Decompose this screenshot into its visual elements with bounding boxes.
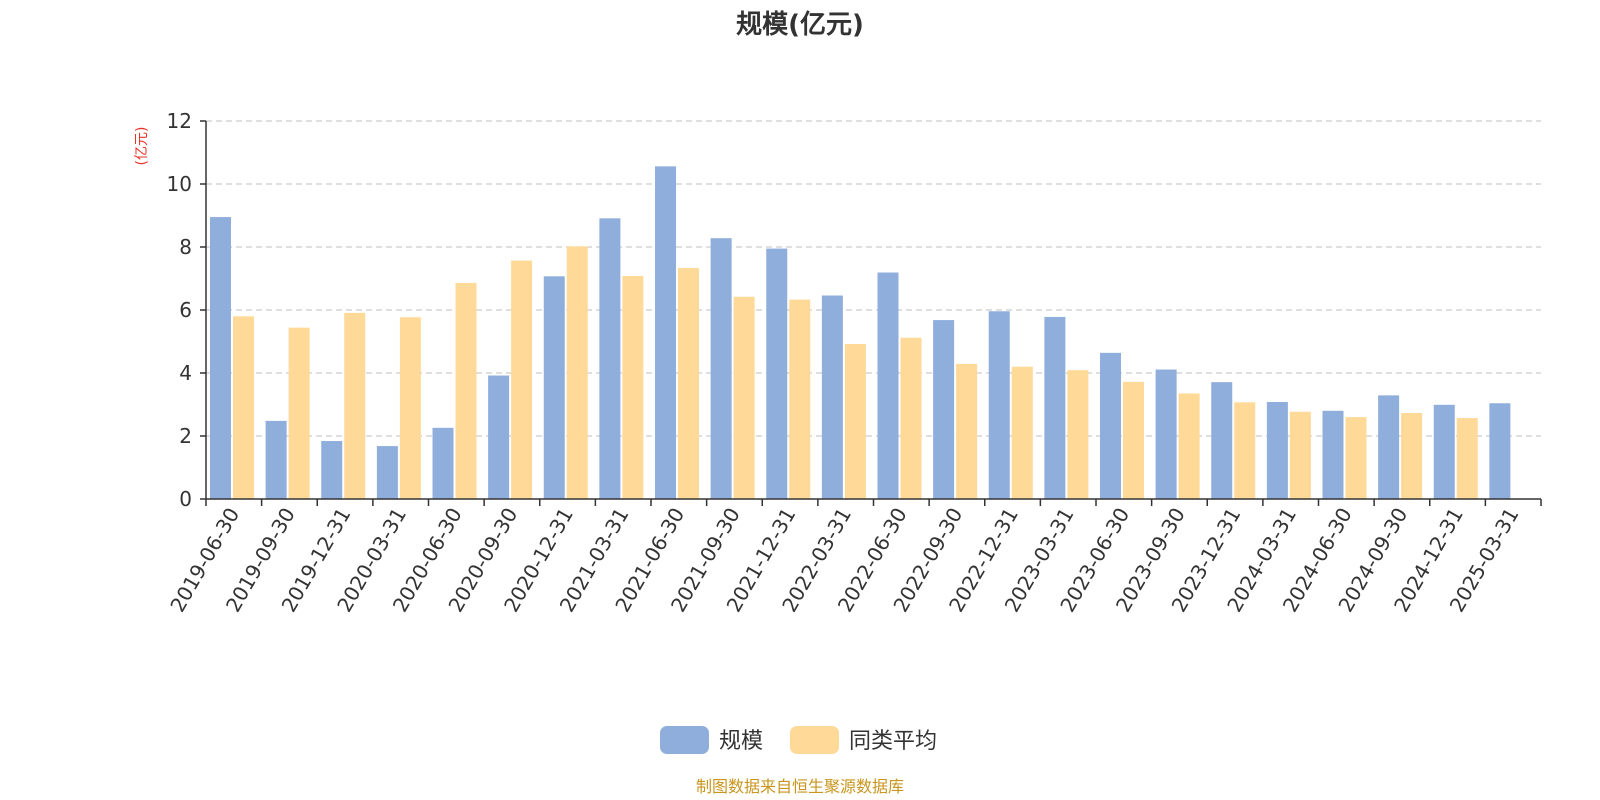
bar-peer-average [233,316,254,499]
bar-scale [1433,404,1455,499]
y-tick-label: 12 [167,109,192,133]
y-tick-label: 2 [179,424,192,448]
bar-peer-average [678,268,699,499]
y-axis-label: (亿元) [134,127,150,166]
bar-peer-average [1234,402,1256,499]
bar-peer-average [1345,417,1367,499]
chart-title: 规模(亿元) [736,10,864,40]
bar-peer-average [566,246,588,499]
bar-scale [1211,382,1233,499]
bar-peer-average [733,296,755,499]
bar-peer-average [1456,418,1478,499]
bar-peer-average [1401,413,1423,499]
bar-scale [655,166,676,500]
bar-peer-average [399,317,421,499]
bars [210,166,1511,500]
bar-scale [1266,401,1288,499]
legend: 规模 同类平均 [660,726,937,754]
bar-scale [599,218,621,499]
legend-label: 同类平均 [849,729,937,754]
bar-scale [321,441,343,499]
bar-scale [766,248,788,499]
bar-scale [933,320,955,499]
bar-peer-average [344,312,366,499]
bar-scale [988,311,1010,499]
bar-scale [1100,352,1121,499]
bar-peer-average [511,260,533,499]
y-tick-label: 0 [179,487,192,511]
bar-scale [877,272,899,499]
bar-scale [210,217,231,499]
legend-label: 规模 [719,729,763,754]
bar-scale [821,295,843,499]
bar-peer-average [288,327,310,499]
bar-scale [710,238,732,499]
bar-scale [1378,395,1400,499]
bar-scale [1322,410,1344,499]
bar-scale [265,420,287,499]
bar-peer-average [844,344,866,499]
bar-peer-average [1123,381,1144,499]
legend-swatch [790,726,839,754]
bar-scale [488,375,510,499]
y-tick-label: 8 [179,235,192,259]
bar-scale [432,427,454,499]
bar-peer-average [1289,411,1311,499]
bar-peer-average [789,299,811,499]
bar-peer-average [622,275,644,499]
bar-peer-average [1067,370,1089,499]
y-tick-label: 6 [179,298,192,322]
bar-peer-average [956,363,978,499]
y-tick-label: 10 [167,172,192,196]
bar-peer-average [1178,393,1200,499]
grid-lines [206,120,1541,437]
legend-swatch [660,726,709,754]
source-note: 制图数据来自恒生聚源数据库 [696,777,904,796]
bar-peer-average [1011,366,1033,499]
bar-scale [1489,403,1511,499]
bar-peer-average [900,337,922,499]
bar-scale [1155,369,1177,499]
bar-scale [543,276,565,499]
bar-scale [1044,316,1066,499]
bar-peer-average [455,282,477,499]
y-tick-label: 4 [179,361,192,385]
bar-scale [376,446,398,499]
